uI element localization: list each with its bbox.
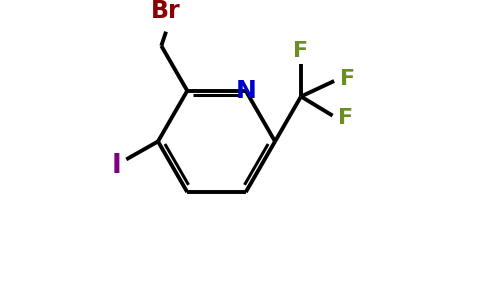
Text: F: F: [338, 107, 353, 128]
Text: F: F: [293, 41, 308, 61]
Text: Br: Br: [151, 0, 181, 23]
Text: N: N: [235, 79, 256, 103]
Text: I: I: [112, 153, 122, 179]
Text: F: F: [340, 69, 355, 89]
